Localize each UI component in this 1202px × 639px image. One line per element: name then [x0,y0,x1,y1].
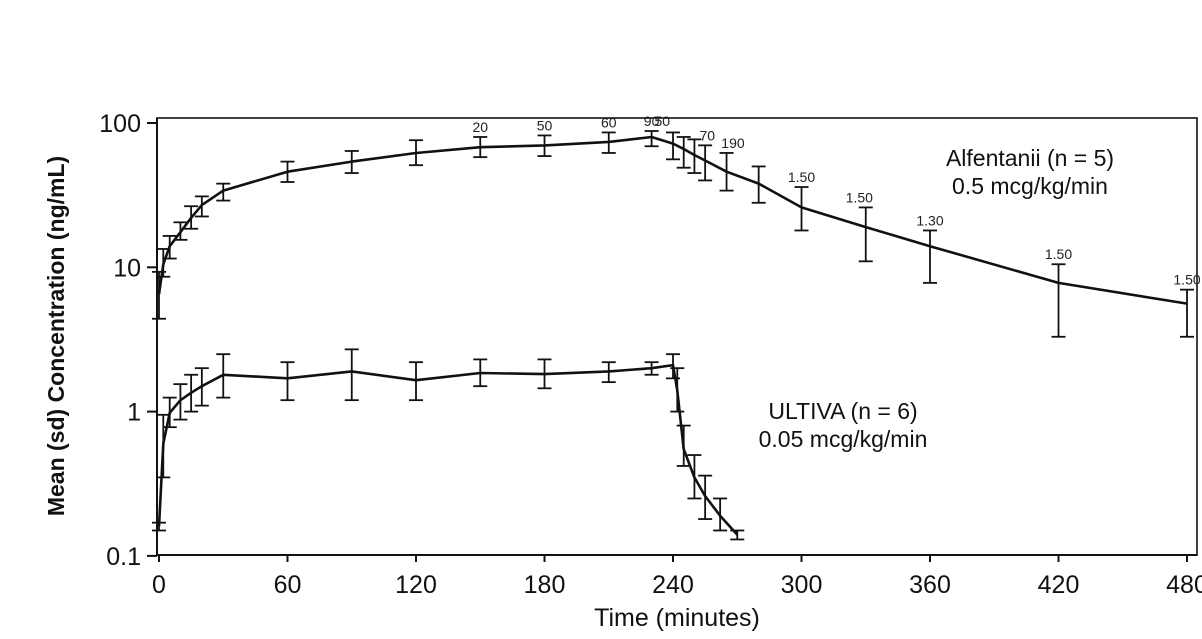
y-tick-label: 0.1 [106,543,141,571]
x-tick-label: 360 [909,571,951,599]
y-tick-label: 1 [127,399,141,427]
x-tick-label: 480 [1166,571,1202,599]
alfentanil-series-line [157,135,1188,305]
point-annotation-label: 1.50 [1045,246,1072,262]
series-lines [157,135,1188,536]
point-annotation-label: 1.30 [916,212,943,228]
point-annotation-label: 190 [721,135,745,151]
alfentanil-label-line2: 0.5 mcg/kg/min [952,173,1108,199]
y-tick-label: 100 [99,110,141,138]
x-tick-label: 60 [274,571,302,599]
x-tick-label: 300 [781,571,823,599]
x-tick-label: 0 [152,571,166,599]
y-tick-label: 10 [113,254,141,282]
point-annotation-label: 60 [601,114,617,130]
point-annotation-label: 1.50 [1173,272,1200,288]
x-tick-label: 240 [652,571,694,599]
point-annotation-label: 20 [472,119,488,135]
axis-ticks: 0 60 120 180 240 300 360 420 480 0.1 1 10 100 [99,110,1202,599]
point-annotation-label: 90 [644,113,660,129]
x-axis-title: Time (minutes) [594,604,760,632]
point-annotation-label: 1.50 [846,189,873,205]
ultiva-series-line [157,363,739,536]
y-axis-title: Mean (sd) Concentration (ng/mL) [43,156,69,516]
ultiva-label-line2: 0.05 mcg/kg/min [759,426,928,452]
x-tick-label: 420 [1038,571,1080,599]
point-annotation-label: 50 [655,113,671,129]
point-annotation-label: 1.50 [788,169,815,185]
alfentanil-label-line1: Alfentanii (n = 5) [946,145,1114,171]
ultiva-label-line1: ULTIVA (n = 6) [768,398,917,424]
x-tick-label: 180 [524,571,566,599]
point-annotation-label: 50 [537,117,553,133]
point-annotation-label: 70 [699,127,715,143]
x-tick-label: 120 [395,571,437,599]
